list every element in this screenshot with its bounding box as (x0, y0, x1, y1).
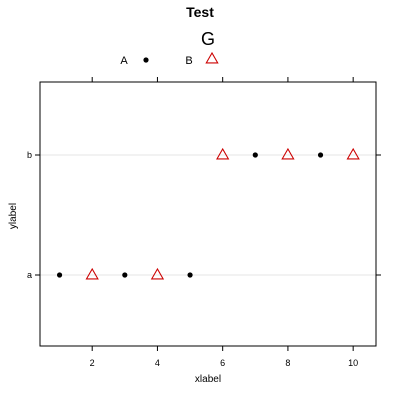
point-B-2 (150, 267, 165, 280)
x-axis-label: xlabel (195, 374, 221, 385)
point-B-3 (216, 147, 230, 160)
point-B-5 (346, 147, 360, 160)
y-tick-label-a: a (27, 270, 32, 280)
chart-title: Test (186, 4, 214, 20)
x-tick-label-2: 2 (90, 358, 95, 368)
legend-label-A: A (120, 55, 128, 67)
x-tick-label-10: 10 (348, 358, 358, 368)
x-tick-label-4: 4 (155, 358, 160, 368)
y-axis-label: ylabel (8, 203, 19, 229)
point-B-4 (281, 147, 295, 160)
legend-label-B: B (185, 55, 192, 67)
point-A-4 (252, 152, 258, 158)
point-B-1 (85, 267, 99, 280)
x-tick-label-8: 8 (285, 358, 290, 368)
y-tick-label-b: b (27, 150, 32, 160)
legend-title: G (201, 29, 215, 49)
legend-marker-B (205, 51, 219, 64)
point-A-1 (56, 272, 63, 278)
point-A-2 (122, 272, 128, 278)
legend-marker-A (143, 57, 149, 63)
point-A-5 (317, 152, 324, 158)
plot-panel-border (39, 81, 377, 347)
point-A-3 (187, 272, 193, 278)
x-tick-label-6: 6 (220, 358, 225, 368)
axes: 2 4 6 8 10 a b (27, 77, 381, 368)
data-points (56, 147, 360, 280)
